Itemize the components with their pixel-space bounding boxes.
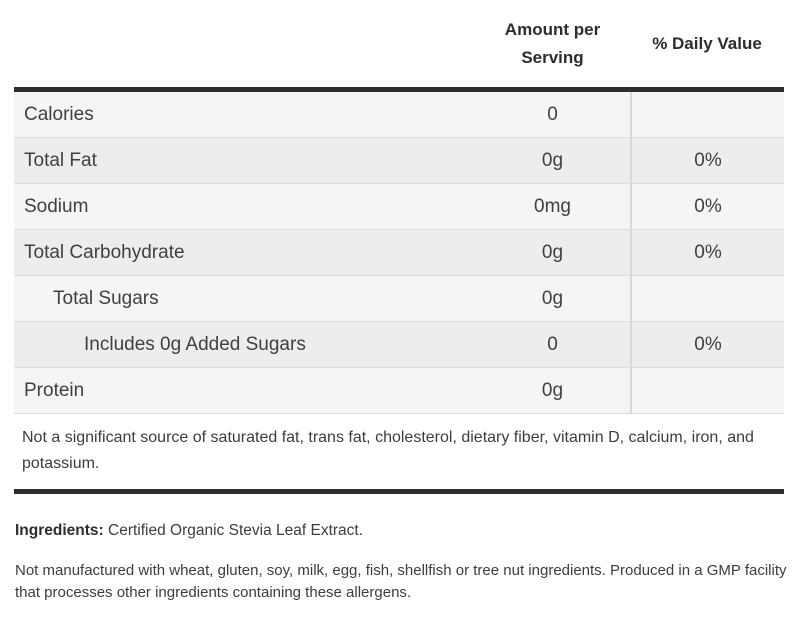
nutrition-table: Calories 0 Total Fat 0g 0% Sodium 0mg 0%… bbox=[14, 87, 784, 494]
ingredients-text: Certified Organic Stevia Leaf Extract. bbox=[108, 522, 364, 539]
row-label: Total Fat bbox=[24, 149, 97, 171]
table-header: Amount per Serving % Daily Value bbox=[14, 0, 784, 87]
row-daily-value: 0% bbox=[630, 230, 784, 275]
table-row: Includes 0g Added Sugars 0 0% bbox=[14, 322, 784, 368]
row-amount: 0g bbox=[541, 287, 564, 309]
amount-header-line1: Amount per bbox=[504, 19, 601, 39]
row-label: Calories bbox=[24, 103, 94, 125]
row-label: Sodium bbox=[24, 195, 89, 217]
row-daily-value bbox=[630, 368, 784, 413]
table-row: Total Fat 0g 0% bbox=[14, 138, 784, 184]
row-daily-value: 0% bbox=[630, 184, 784, 229]
table-row: Protein 0g bbox=[14, 368, 784, 414]
table-row: Total Sugars 0g bbox=[14, 276, 784, 322]
column-header-daily-value: % Daily Value bbox=[652, 33, 762, 53]
allergen-note: Not manufactured with wheat, gluten, soy… bbox=[15, 562, 787, 601]
row-daily-value: 0% bbox=[630, 138, 784, 183]
row-daily-value bbox=[630, 92, 784, 137]
row-amount: 0 bbox=[547, 103, 558, 125]
row-amount: 0mg bbox=[534, 195, 571, 217]
table-row: Calories 0 bbox=[14, 92, 784, 138]
row-label: Protein bbox=[24, 379, 85, 401]
amount-header-line2: Serving bbox=[521, 47, 584, 67]
ingredients-label: Ingredients: bbox=[15, 522, 104, 539]
table-footnote: Not a significant source of saturated fa… bbox=[14, 414, 784, 489]
ingredients-line: Ingredients: Certified Organic Stevia Le… bbox=[15, 520, 785, 542]
row-amount: 0g bbox=[541, 241, 564, 263]
table-row: Sodium 0mg 0% bbox=[14, 184, 784, 230]
column-header-amount-per-serving: Amount per Serving bbox=[475, 16, 630, 72]
row-daily-value bbox=[630, 276, 784, 321]
table-rows: Calories 0 Total Fat 0g 0% Sodium 0mg 0%… bbox=[14, 92, 784, 414]
row-label: Includes 0g Added Sugars bbox=[84, 333, 306, 355]
row-label: Total Sugars bbox=[53, 287, 159, 309]
row-amount: 0 bbox=[547, 333, 558, 355]
table-row: Total Carbohydrate 0g 0% bbox=[14, 230, 784, 276]
row-daily-value: 0% bbox=[630, 322, 784, 367]
row-label: Total Carbohydrate bbox=[24, 241, 185, 263]
nutrition-facts-panel: Amount per Serving % Daily Value Calorie… bbox=[14, 0, 787, 601]
row-amount: 0g bbox=[541, 149, 564, 171]
row-amount: 0g bbox=[541, 379, 564, 401]
